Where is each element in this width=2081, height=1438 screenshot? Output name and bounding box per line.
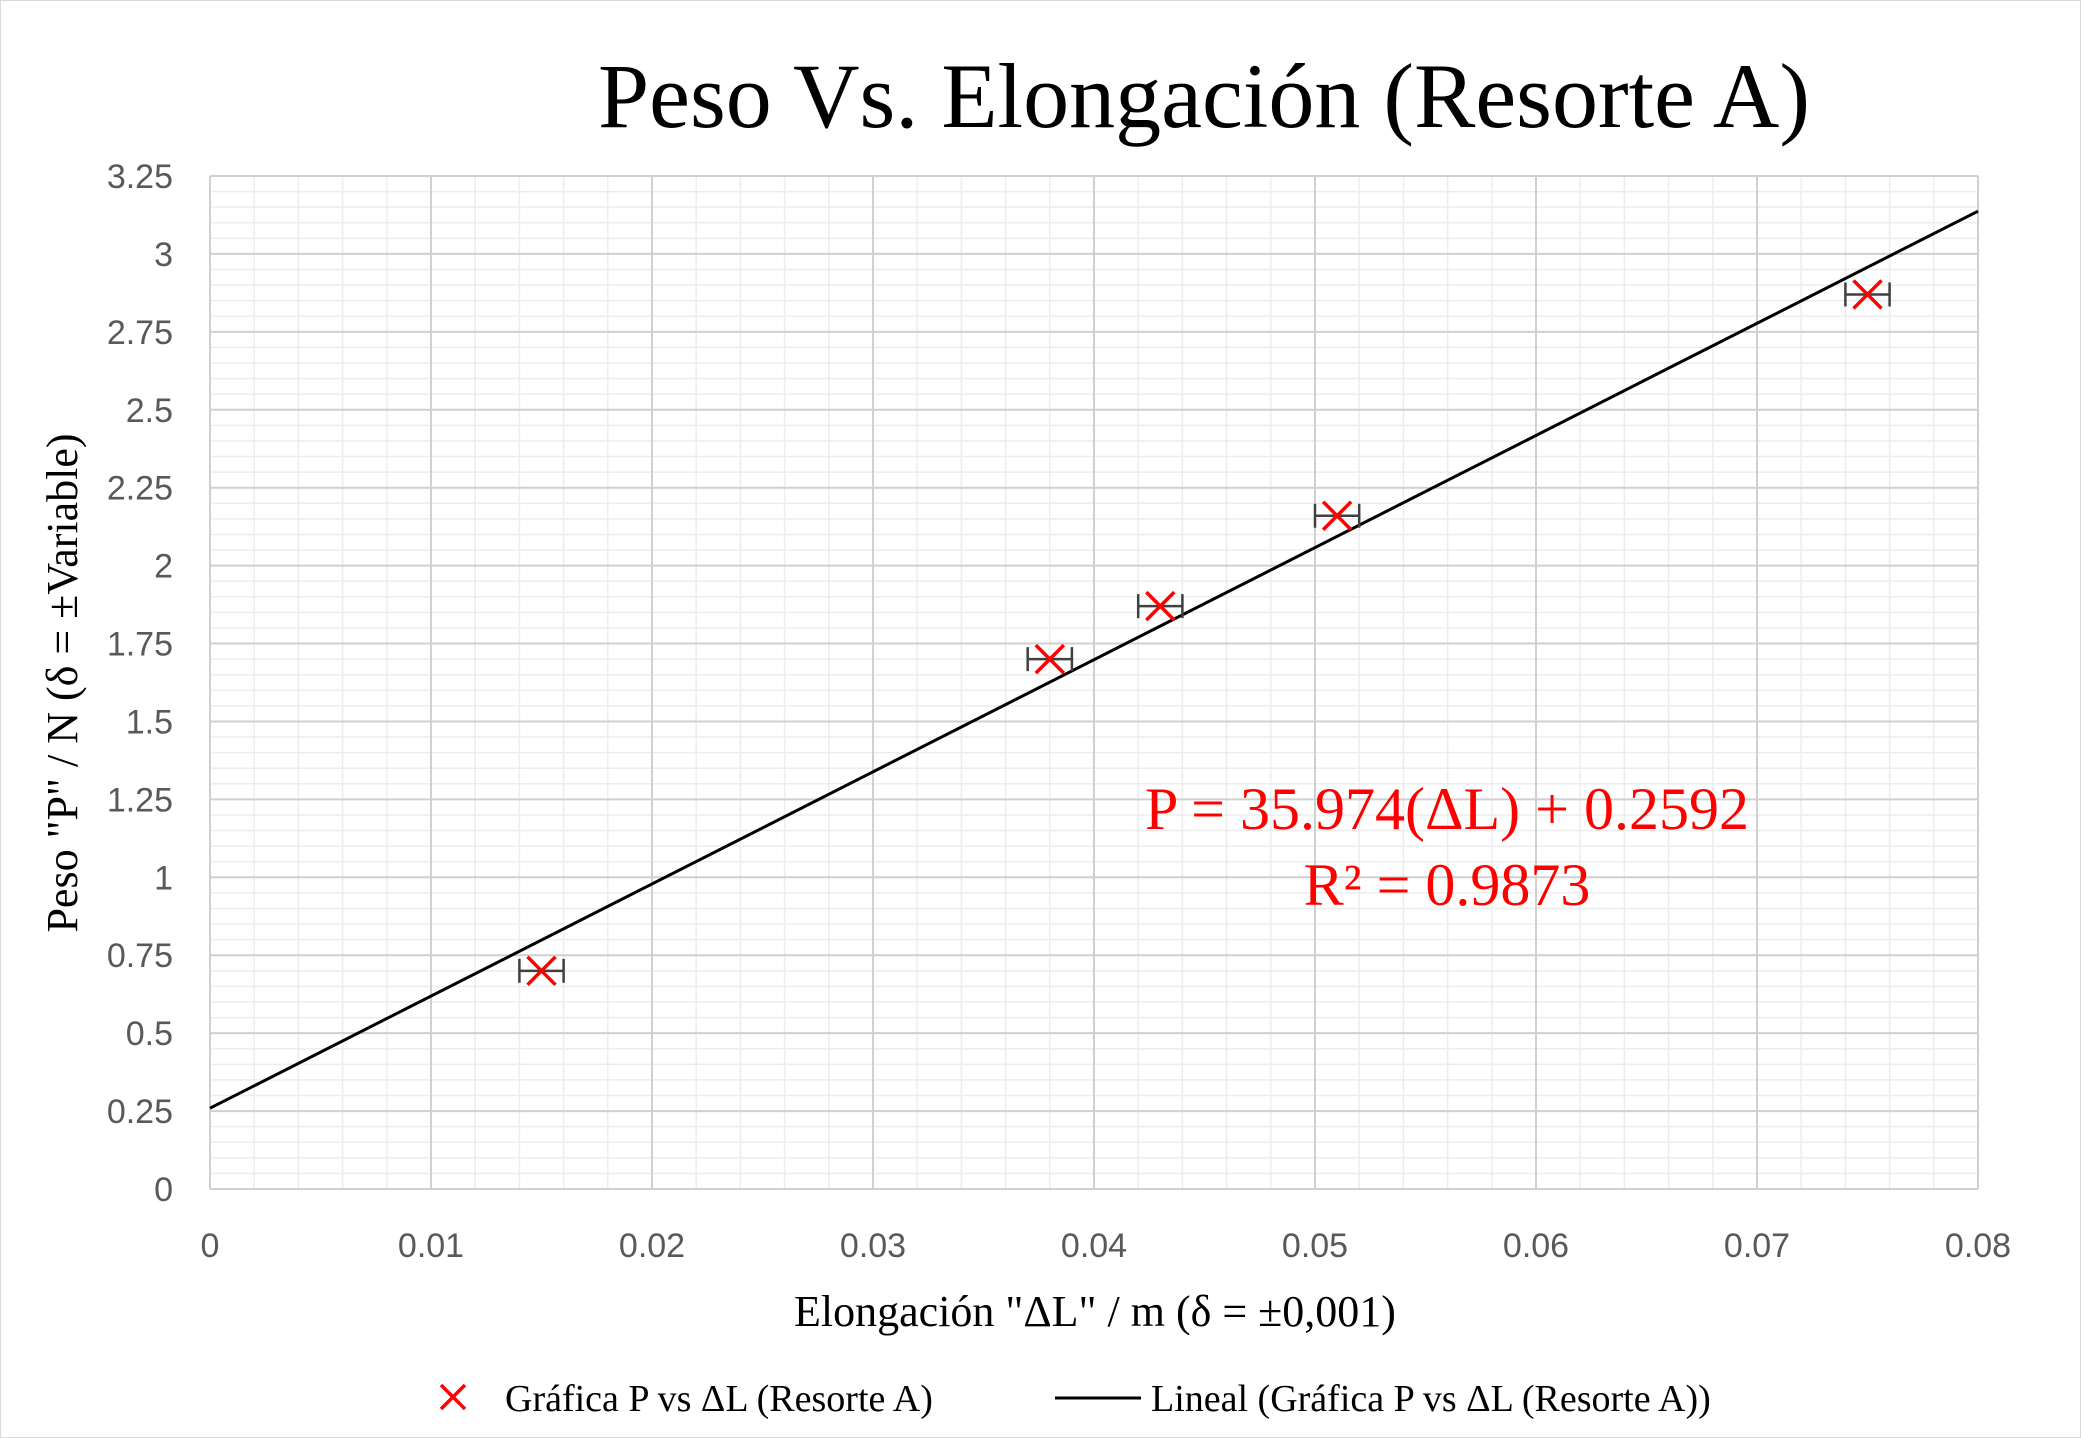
chart-title: Peso Vs. Elongación (Resorte A): [598, 45, 1810, 147]
y-tick-label: 0.75: [107, 937, 173, 975]
y-tick-label: 1.25: [107, 781, 173, 819]
y-tick-label: 3.25: [107, 158, 173, 196]
legend-label-trendline: Lineal (Gráfica P vs ΔL (Resorte A)): [1151, 1378, 1711, 1420]
y-tick-label: 2: [154, 548, 173, 586]
data-point: [1852, 279, 1883, 310]
trendline-layer: [209, 209, 1979, 1110]
data-point: [1321, 500, 1353, 531]
trendline: [209, 209, 1979, 1110]
legend-x-stroke: [439, 1383, 467, 1411]
data-point: [526, 955, 557, 987]
y-tick-label: 0.5: [126, 1015, 173, 1053]
x-tick-label: 0.02: [619, 1227, 685, 1265]
data-point-stroke: [526, 955, 557, 987]
y-tick-label: 1: [154, 859, 173, 897]
x-axis-label: Elongación "ΔL" / m (δ = ±0,001): [794, 1287, 1396, 1336]
y-tick-label: 0.25: [107, 1093, 173, 1131]
y-tick-label: 2.25: [107, 470, 173, 508]
legend: Gráfica P vs ΔL (Resorte A) Lineal (Gráf…: [439, 1378, 1711, 1420]
data-point: [1145, 590, 1176, 622]
data-points: [526, 279, 1883, 987]
x-tick-label: 0: [201, 1227, 220, 1265]
x-tick-label: 0.06: [1503, 1227, 1569, 1265]
r-squared-label: R² = 0.9873: [1304, 852, 1591, 918]
grid: [209, 175, 1979, 1190]
legend-label-scatter: Gráfica P vs ΔL (Resorte A): [505, 1378, 933, 1420]
y-tick-label: 3: [154, 236, 173, 274]
data-point-stroke: [1034, 643, 1066, 675]
x-tick-label: 0.08: [1945, 1227, 2011, 1265]
data-point-stroke: [1145, 590, 1176, 622]
legend-marker-scatter: [439, 1383, 467, 1411]
y-tick-label: 0: [154, 1171, 173, 1209]
data-point: [1034, 643, 1066, 675]
y-tick-label: 1.5: [126, 703, 173, 741]
x-tick-label: 0.03: [840, 1227, 906, 1265]
y-axis-label: Peso "P" / N (δ = ±Variable): [38, 433, 87, 932]
trendline-equation: P = 35.974(ΔL) + 0.2592: [1145, 776, 1749, 842]
y-tick-label: 2.5: [126, 392, 173, 430]
y-tick-label: 1.75: [107, 626, 173, 664]
data-point-stroke: [1852, 279, 1883, 310]
data-point-stroke: [1321, 500, 1353, 531]
x-tick-label: 0.05: [1282, 1227, 1348, 1265]
axes: 0 0.01 0.02 0.03 0.04 0.05 0.06 0.07 0.08 0 0.25 0.…: [107, 158, 2011, 1265]
x-tick-label: 0.04: [1061, 1227, 1127, 1265]
x-tick-label: 0.01: [398, 1227, 464, 1265]
y-tick-label: 2.75: [107, 314, 173, 352]
x-tick-label: 0.07: [1724, 1227, 1790, 1265]
